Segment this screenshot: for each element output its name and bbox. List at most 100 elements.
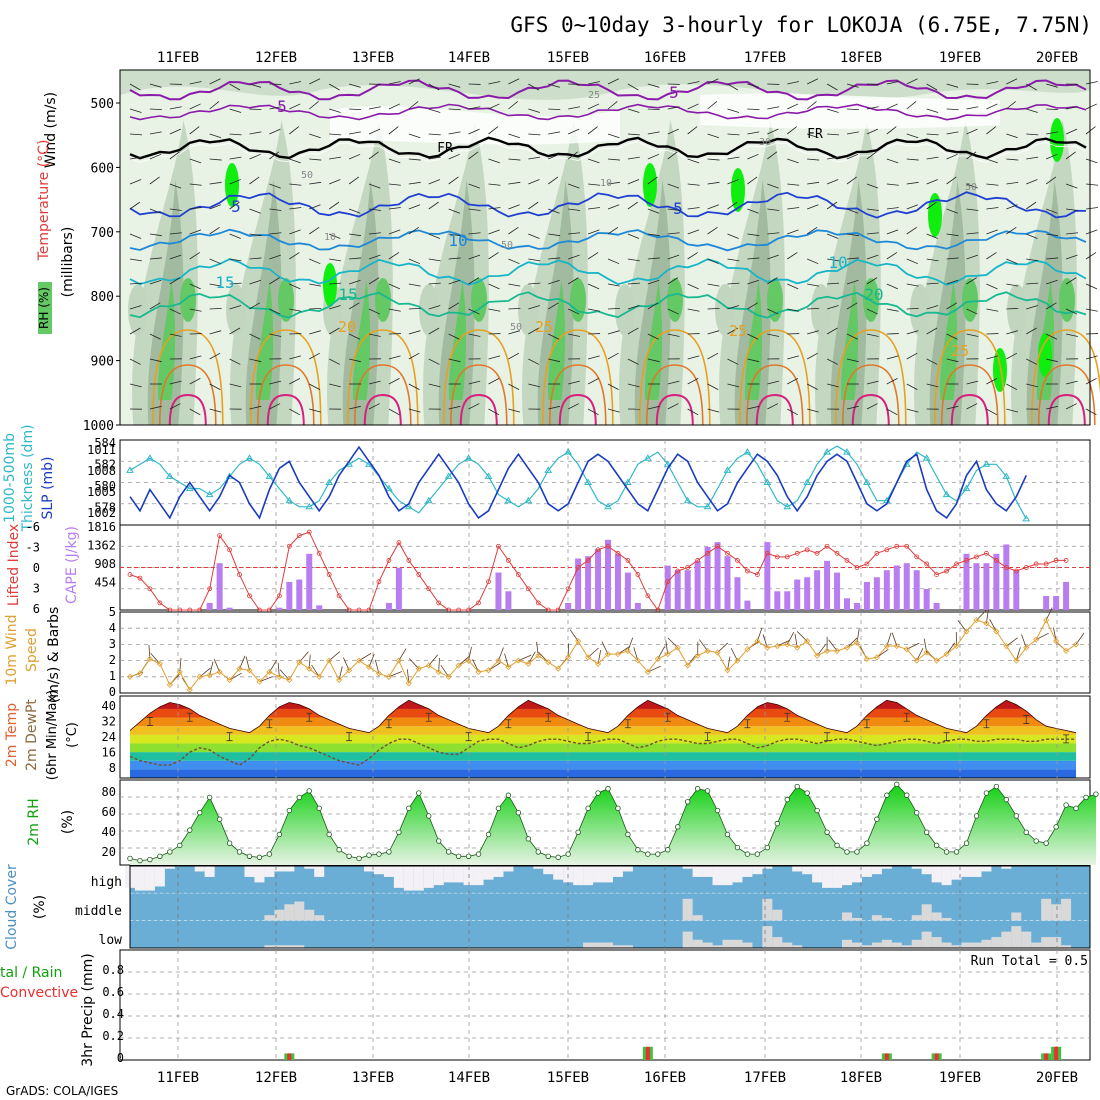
wind-barb xyxy=(388,158,401,164)
wind-barb xyxy=(986,355,999,360)
wind-barb xyxy=(687,252,698,260)
wind-barb xyxy=(129,305,142,310)
wind-barb xyxy=(349,257,362,260)
precip-convective-bar xyxy=(1054,1046,1059,1060)
rh-shading xyxy=(120,70,1090,100)
contour-label: 10 xyxy=(828,253,847,272)
wind-speed-point xyxy=(634,657,641,664)
wind-barb xyxy=(569,629,579,642)
wind-barb xyxy=(647,333,659,340)
contour-label: 50 xyxy=(501,240,513,251)
cloud-cover-bar xyxy=(851,942,862,948)
rh-point xyxy=(246,853,253,859)
cloud-cover-bar xyxy=(881,939,892,948)
temp-band xyxy=(130,769,1077,778)
rh-point xyxy=(1003,796,1010,803)
wind-barb xyxy=(329,282,342,285)
contour-label: 25 xyxy=(588,90,600,101)
wind-barb xyxy=(989,619,997,632)
wind-barb xyxy=(866,151,877,160)
wind-tick-label: 3 xyxy=(109,637,116,651)
wind-speed-point xyxy=(933,657,940,664)
wind-barb xyxy=(699,639,708,652)
wind-barb xyxy=(846,637,858,648)
cloud-cover-bar xyxy=(1061,945,1072,948)
lifted-index-point xyxy=(844,558,850,563)
cape-bar xyxy=(993,553,1000,610)
wind-barb xyxy=(946,333,958,340)
wind-barb xyxy=(428,258,441,262)
temp-minmax-bar xyxy=(624,719,631,729)
wind-barb xyxy=(169,183,182,189)
wind-barb xyxy=(1046,405,1058,410)
wind-barb xyxy=(388,229,401,235)
rh-shading xyxy=(157,280,176,400)
cloud-high-gap xyxy=(812,866,823,883)
temp-band xyxy=(130,734,1077,744)
wind-barb xyxy=(807,408,819,413)
wind-barb xyxy=(568,128,580,135)
wind-barb xyxy=(308,101,319,110)
wind-barb xyxy=(946,279,959,285)
cloud-cover-bar xyxy=(294,945,305,948)
lifted-index-point xyxy=(496,543,501,549)
rh-point xyxy=(595,790,601,796)
wind-barb xyxy=(468,106,481,110)
cape-bar xyxy=(913,570,920,610)
cloud-cover-bar xyxy=(782,942,793,948)
wind-barb xyxy=(1026,179,1038,185)
cloud-high-gap xyxy=(822,866,833,888)
wind-barb xyxy=(189,408,201,416)
cloud-high-gap xyxy=(254,866,265,883)
cloud-cover-bar xyxy=(772,937,783,948)
wind-barb xyxy=(508,408,521,413)
rh-shading xyxy=(830,180,867,425)
rh-shading xyxy=(929,180,966,425)
cloud-high-gap xyxy=(264,866,275,877)
thickness-point xyxy=(982,460,991,467)
cloud-cover-bar xyxy=(702,942,713,948)
wind-barb xyxy=(727,201,738,210)
wind-speed-point xyxy=(475,668,482,676)
pressure-units-label: (millibars) xyxy=(60,227,76,298)
wind-barb xyxy=(388,126,399,135)
rh-point xyxy=(1063,802,1069,808)
wind-barb xyxy=(209,226,220,235)
wind-speed-point xyxy=(774,642,781,650)
wind-tick-label: 5 xyxy=(109,605,116,619)
lifted-index-point xyxy=(864,561,870,567)
wind-barb xyxy=(1085,408,1097,416)
wind-barb xyxy=(866,254,879,260)
wind-barb xyxy=(1046,257,1059,260)
rh-tick-label: 60 xyxy=(102,805,116,819)
cloud-high-gap xyxy=(722,866,733,886)
li-tick-label: -3 xyxy=(26,541,40,555)
wind-barb xyxy=(408,307,421,310)
wind-barb xyxy=(458,655,470,666)
rh-point xyxy=(346,853,352,859)
wind-speed-point xyxy=(176,668,183,676)
wind-barb xyxy=(472,659,479,673)
wind-barb xyxy=(229,282,242,285)
lifted-index-point xyxy=(565,586,571,592)
rh-point xyxy=(197,809,203,816)
wind-speed-point xyxy=(306,665,313,672)
wind-barb xyxy=(488,378,500,385)
thickness-point xyxy=(823,448,831,455)
wind-barb xyxy=(468,308,480,315)
cloud-high-gap xyxy=(483,866,494,880)
wind-barb xyxy=(687,158,700,164)
wind-barb xyxy=(129,108,142,113)
wind-barb xyxy=(807,330,819,335)
cape-axis-label: CAPE (J/kg) xyxy=(64,526,80,604)
cloud-high-gap xyxy=(742,866,753,877)
wind-barb xyxy=(149,131,162,135)
wind-barb xyxy=(508,283,521,287)
wind-barb xyxy=(1046,108,1059,111)
wind-speed-point xyxy=(286,676,293,684)
temp-tick-label: 24 xyxy=(102,730,116,744)
wind-barb xyxy=(667,208,680,211)
wind-speed-point xyxy=(495,657,502,664)
wind-barb xyxy=(886,355,899,360)
rh-shading xyxy=(547,280,566,400)
